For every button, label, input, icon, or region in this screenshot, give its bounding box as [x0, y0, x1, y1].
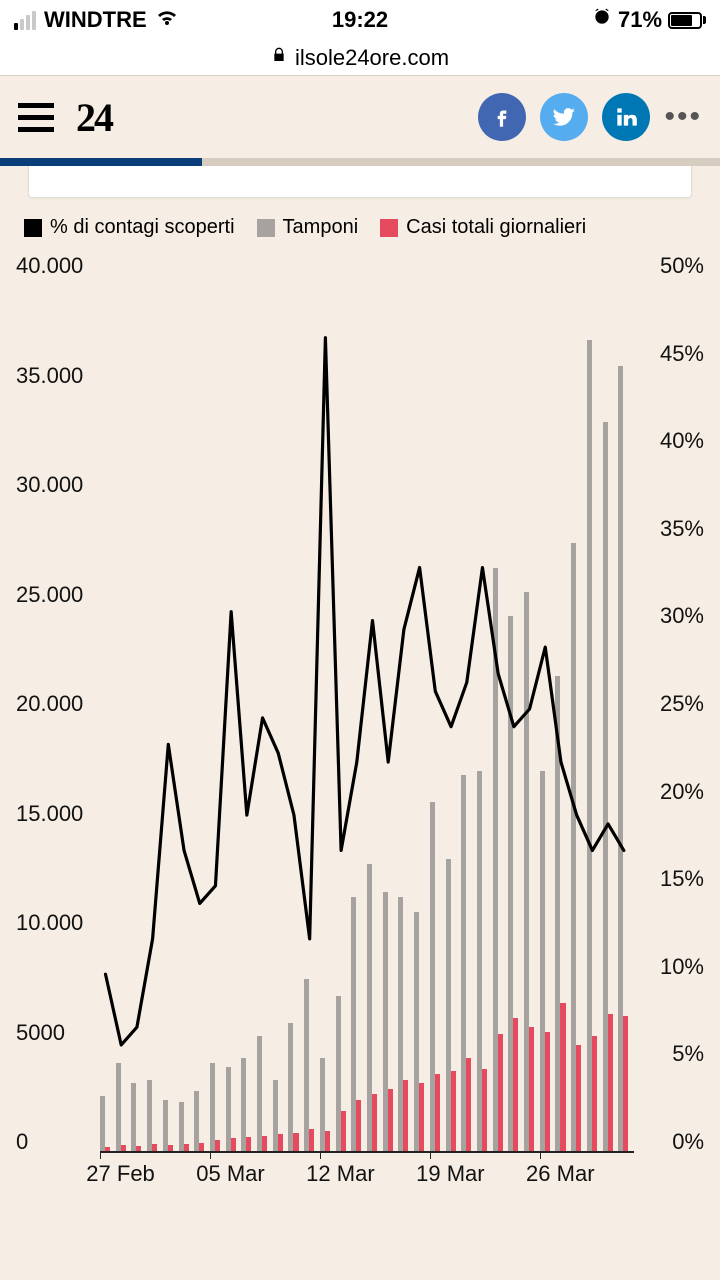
status-bar: WINDTRE 19:22 71% [0, 0, 720, 40]
more-button[interactable]: ••• [664, 100, 702, 134]
square-icon [257, 219, 275, 237]
reading-progress [0, 158, 720, 166]
status-right: 71% [475, 7, 706, 33]
plot-area [100, 267, 634, 1153]
browser-url-bar[interactable]: ilsole24ore.com [0, 40, 720, 76]
legend-label: % di contagi scoperti [50, 216, 235, 239]
chart-legend: % di contagi scoperti Tamponi Casi total… [16, 216, 704, 239]
legend-label: Casi totali giornalieri [406, 216, 586, 239]
line-layer [100, 267, 634, 1151]
lock-icon [271, 46, 287, 69]
legend-item-line: % di contagi scoperti [24, 216, 235, 239]
facebook-share-button[interactable] [478, 93, 526, 141]
linkedin-share-button[interactable] [602, 93, 650, 141]
x-axis-labels: 27 Feb05 Mar12 Mar19 Mar26 Mar [100, 1161, 634, 1195]
card-edge [0, 166, 720, 198]
site-header: 24 ••• [0, 76, 720, 158]
battery-pct: 71% [618, 7, 662, 33]
y-axis-left: 40.00035.00030.00025.00020.00015.00010.0… [16, 255, 94, 1153]
menu-button[interactable] [18, 103, 54, 132]
twitter-share-button[interactable] [540, 93, 588, 141]
y-axis-right: 50%45%40%35%30%25%20%15%10%5%0% [626, 255, 704, 1153]
wifi-icon [155, 7, 179, 33]
legend-item-casi: Casi totali giornalieri [380, 216, 586, 239]
chart-container: % di contagi scoperti Tamponi Casi total… [0, 198, 720, 1195]
square-icon [380, 219, 398, 237]
legend-item-tamponi: Tamponi [257, 216, 359, 239]
legend-label: Tamponi [283, 216, 359, 239]
alarm-icon [592, 7, 612, 33]
carrier-label: WINDTRE [44, 7, 147, 33]
site-logo[interactable]: 24 [76, 94, 112, 141]
battery-icon [668, 12, 706, 29]
url-text: ilsole24ore.com [295, 45, 449, 71]
clock: 19:22 [245, 7, 476, 33]
signal-icon [14, 11, 36, 30]
chart-plot: 40.00035.00030.00025.00020.00015.00010.0… [16, 255, 704, 1195]
status-left: WINDTRE [14, 7, 245, 33]
square-icon [24, 219, 42, 237]
